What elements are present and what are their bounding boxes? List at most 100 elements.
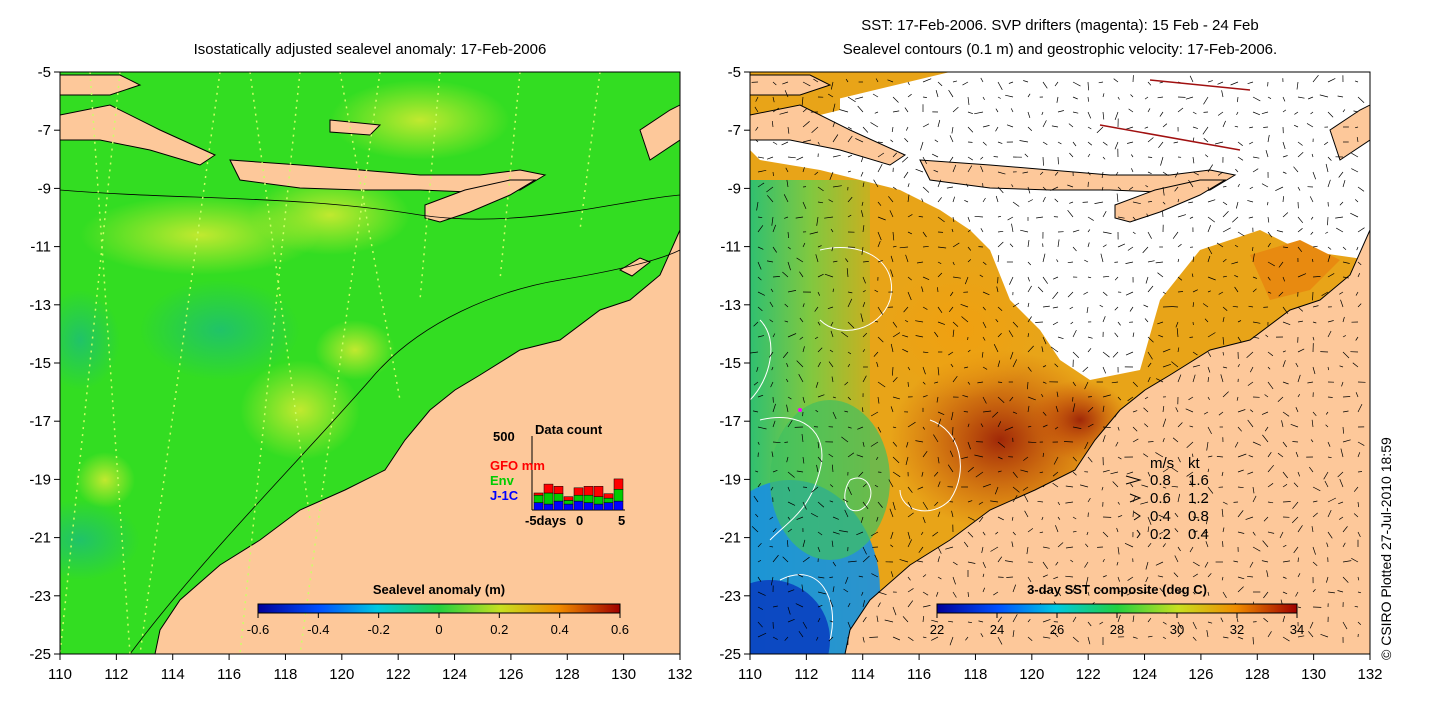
velocity-arrow [1339,291,1344,295]
velocity-arrow [1057,516,1061,520]
velocity-arrow [1246,351,1254,358]
velocity-arrow [952,80,958,83]
velocity-arrow [935,90,939,98]
velocity-arrow [755,470,759,473]
velocity-arrow [1102,316,1106,323]
velocity-arrow [824,273,834,278]
velocity-arrow [967,531,974,538]
velocity-arrow [1147,471,1151,477]
velocity-arrow [1128,108,1134,113]
velocity-arrow [1252,253,1255,263]
velocity-arrow [1216,456,1224,458]
velocity-arrow [1022,171,1029,174]
velocity-arrow [771,121,774,128]
velocity-arrow [1087,336,1093,339]
velocity-arrow [1072,141,1077,147]
velocity-arrow [874,554,879,563]
velocity-arrow [815,409,819,413]
velocity-arrow [1192,453,1194,458]
velocity-arrow [1354,199,1359,203]
velocity-arrow [950,363,954,368]
velocity-arrow [1207,426,1212,435]
borneo-coast [60,74,142,96]
velocity-arrow [814,336,819,340]
velocity-arrow [1310,216,1314,220]
velocity-arrow [977,381,984,384]
velocity-arrow [770,576,774,586]
right-map-title-line2: Sealevel contours (0.1 m) and geostrophi… [842,41,1278,58]
velocity-arrow [787,606,791,615]
velocity-arrow [1357,403,1363,413]
velocity-arrow [1042,186,1047,191]
velocity-arrow [982,321,987,329]
velocity-arrow [981,546,984,553]
velocity-arrow [931,636,939,641]
velocity-arrow [1055,525,1059,533]
velocity-arrow [1192,561,1200,567]
velocity-arrow [1296,81,1299,90]
velocity-arrow [1237,320,1242,323]
velocity-arrow [974,454,984,458]
velocity-arrow [922,231,927,238]
velocity-arrow [1267,216,1270,223]
velocity-arrow [862,546,867,555]
velocity-arrow [1282,615,1286,623]
velocity-arrow [982,531,986,536]
velocity-arrow [877,231,882,241]
velocity-arrow [1072,111,1079,114]
right-lat-label: -15 [719,355,741,372]
velocity-arrow [1177,107,1184,113]
velocity-arrow [907,539,913,548]
velocity-arrow [1252,486,1255,494]
velocity-arrow [787,261,791,271]
velocity-arrow [1051,125,1059,128]
velocity-arrow [817,186,824,192]
velocity-arrow [1297,394,1300,398]
velocity-arrow [922,78,932,83]
velocity-arrow [922,616,925,623]
velocity-arrow [1012,302,1020,308]
velocity-arrow [1054,81,1059,87]
velocity-arrow [1249,126,1254,129]
velocity-arrow [1087,141,1093,146]
velocity-arrow [1221,508,1224,518]
speed-header-kt: kt [1188,455,1201,472]
velocity-arrow [1323,141,1329,146]
velocity-arrow [1158,334,1164,338]
velocity-arrow [1171,485,1179,488]
velocity-arrow [1232,216,1239,223]
velocity-arrow [877,152,885,158]
velocity-arrow [1042,253,1046,263]
velocity-arrow [952,164,957,173]
velocity-arrow [847,621,852,630]
velocity-arrow [1027,285,1032,293]
velocity-arrow [1311,153,1314,158]
velocity-arrow [861,201,864,206]
velocity-arrow [1027,528,1034,533]
velocity-arrow [828,93,834,98]
velocity-arrow [1068,123,1074,128]
velocity-arrow [922,306,928,310]
velocity-arrow [799,336,804,340]
velocity-arrow [948,306,954,313]
speed-ms-value: 0.2 [1150,526,1171,543]
velocity-arrow [832,411,837,420]
velocity-arrow [1192,256,1195,263]
velocity-arrow [1237,586,1244,593]
java-island [60,104,217,166]
velocity-arrow [967,441,971,450]
velocity-arrow [1102,469,1110,473]
velocity-arrow [1162,468,1169,473]
velocity-arrow [1252,96,1261,102]
velocity-arrow [948,620,954,623]
velocity-arrow [1267,483,1274,488]
velocity-arrow [1207,186,1210,191]
velocity-arrow [1084,561,1089,568]
velocity-arrow [1297,374,1301,383]
velocity-arrow [1027,618,1031,623]
velocity-arrow [757,182,765,188]
velocity-arrow [772,528,777,533]
velocity-arrow [1158,141,1164,149]
velocity-arrow [829,484,834,488]
velocity-arrow [874,484,879,488]
